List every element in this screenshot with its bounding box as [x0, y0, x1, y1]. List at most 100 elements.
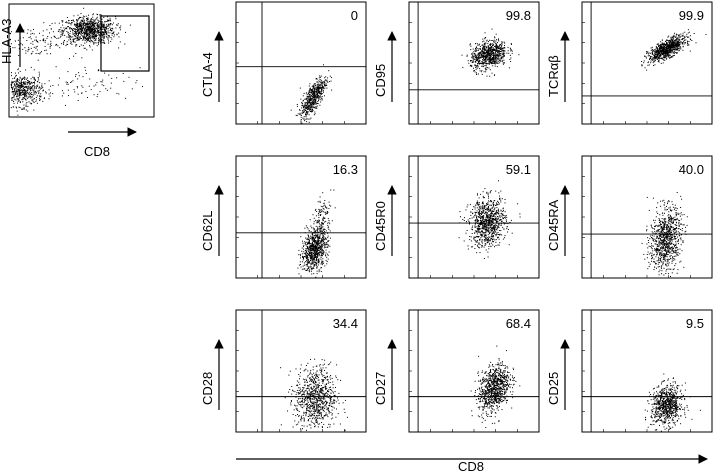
event-dot — [494, 50, 496, 52]
event-dot — [319, 231, 321, 233]
event-dot — [317, 261, 319, 263]
event-dot — [471, 217, 473, 219]
gating-dot — [119, 27, 121, 29]
event-dot — [496, 207, 498, 209]
gating-dot — [89, 78, 91, 80]
event-dot — [315, 208, 317, 210]
gating-dot — [36, 80, 38, 82]
gating-dot — [33, 82, 35, 84]
gating-dot — [128, 76, 130, 78]
event-dot — [675, 41, 677, 43]
gating-dot — [106, 27, 108, 29]
gating-dot — [103, 17, 105, 18]
event-dot — [676, 44, 677, 46]
event-dot — [648, 64, 650, 66]
gating-y-label: HLA-A3 — [0, 18, 14, 64]
event-dot — [488, 53, 490, 55]
event-dot — [313, 221, 315, 223]
event-dot — [315, 252, 316, 254]
event-dot — [306, 95, 308, 97]
event-dot — [492, 50, 494, 52]
gating-dot — [37, 77, 39, 78]
event-dot — [318, 88, 319, 90]
gating-dot — [36, 49, 38, 51]
gating-dot — [50, 37, 52, 39]
gating-dot — [17, 85, 19, 87]
panel-frame — [235, 1, 367, 125]
gating-dot — [101, 24, 103, 26]
gating-dot — [19, 101, 21, 103]
event-dot — [490, 200, 492, 202]
event-dot — [488, 216, 490, 218]
gating-dot — [13, 95, 15, 97]
event-dot — [672, 48, 674, 50]
gating-dot — [17, 102, 18, 104]
gating-dot — [18, 81, 20, 83]
event-dot — [313, 256, 315, 258]
event-dot — [322, 249, 324, 251]
gating-dot — [89, 31, 91, 32]
event-dot — [680, 35, 682, 37]
gating-dot — [79, 22, 81, 24]
gating-dot — [103, 28, 105, 30]
event-dot — [497, 62, 499, 64]
event-dot — [308, 96, 310, 98]
gating-dot — [102, 34, 104, 36]
event-dot — [460, 216, 461, 218]
event-dot — [657, 49, 659, 51]
gating-dot — [12, 88, 14, 89]
panel-dots — [458, 180, 521, 259]
event-dot — [470, 43, 471, 45]
event-dot — [479, 213, 481, 214]
event-dot — [313, 268, 315, 269]
event-dot — [660, 47, 662, 49]
event-dot — [306, 108, 308, 109]
event-dot — [649, 52, 651, 54]
event-dot — [471, 61, 473, 63]
event-dot — [491, 230, 493, 231]
event-dot — [658, 44, 660, 46]
gating-dot — [93, 22, 95, 24]
gating-dot — [66, 36, 68, 38]
event-dot — [305, 242, 306, 244]
event-dot — [312, 94, 313, 96]
gating-dot — [28, 86, 30, 88]
event-dot — [673, 37, 675, 39]
gating-dot — [15, 91, 17, 93]
event-dot — [476, 57, 478, 59]
event-dot — [484, 52, 486, 54]
event-dot — [480, 193, 482, 195]
gating-dot — [103, 36, 105, 38]
event-dot — [673, 55, 675, 57]
event-dot — [481, 246, 483, 248]
gating-dot — [108, 42, 110, 44]
event-dot — [314, 246, 316, 248]
event-dot — [308, 238, 310, 240]
event-dot — [468, 62, 470, 64]
gating-dot — [82, 28, 83, 30]
gating-dot — [84, 27, 86, 29]
gating-dot — [129, 24, 131, 26]
event-dot — [475, 68, 477, 70]
gating-dot — [92, 28, 94, 30]
event-dot — [501, 42, 503, 44]
gating-dot — [87, 23, 89, 25]
event-dot — [483, 239, 485, 240]
event-dot — [657, 60, 659, 62]
gating-dot — [75, 34, 77, 36]
gating-dot — [55, 66, 57, 68]
event-dot — [485, 205, 487, 206]
event-dot — [300, 264, 301, 265]
gating-dot — [67, 89, 69, 91]
gating-dot — [22, 37, 24, 39]
gating-dot — [93, 20, 95, 22]
gating-dot — [37, 41, 39, 43]
gating-dot — [112, 33, 114, 34]
gating-dot — [11, 85, 12, 87]
event-dot — [318, 237, 320, 238]
gating-dot — [15, 83, 17, 85]
gating-dot — [19, 87, 21, 88]
event-dot — [668, 48, 670, 50]
event-dot — [318, 222, 320, 224]
gating-dot — [28, 94, 30, 96]
